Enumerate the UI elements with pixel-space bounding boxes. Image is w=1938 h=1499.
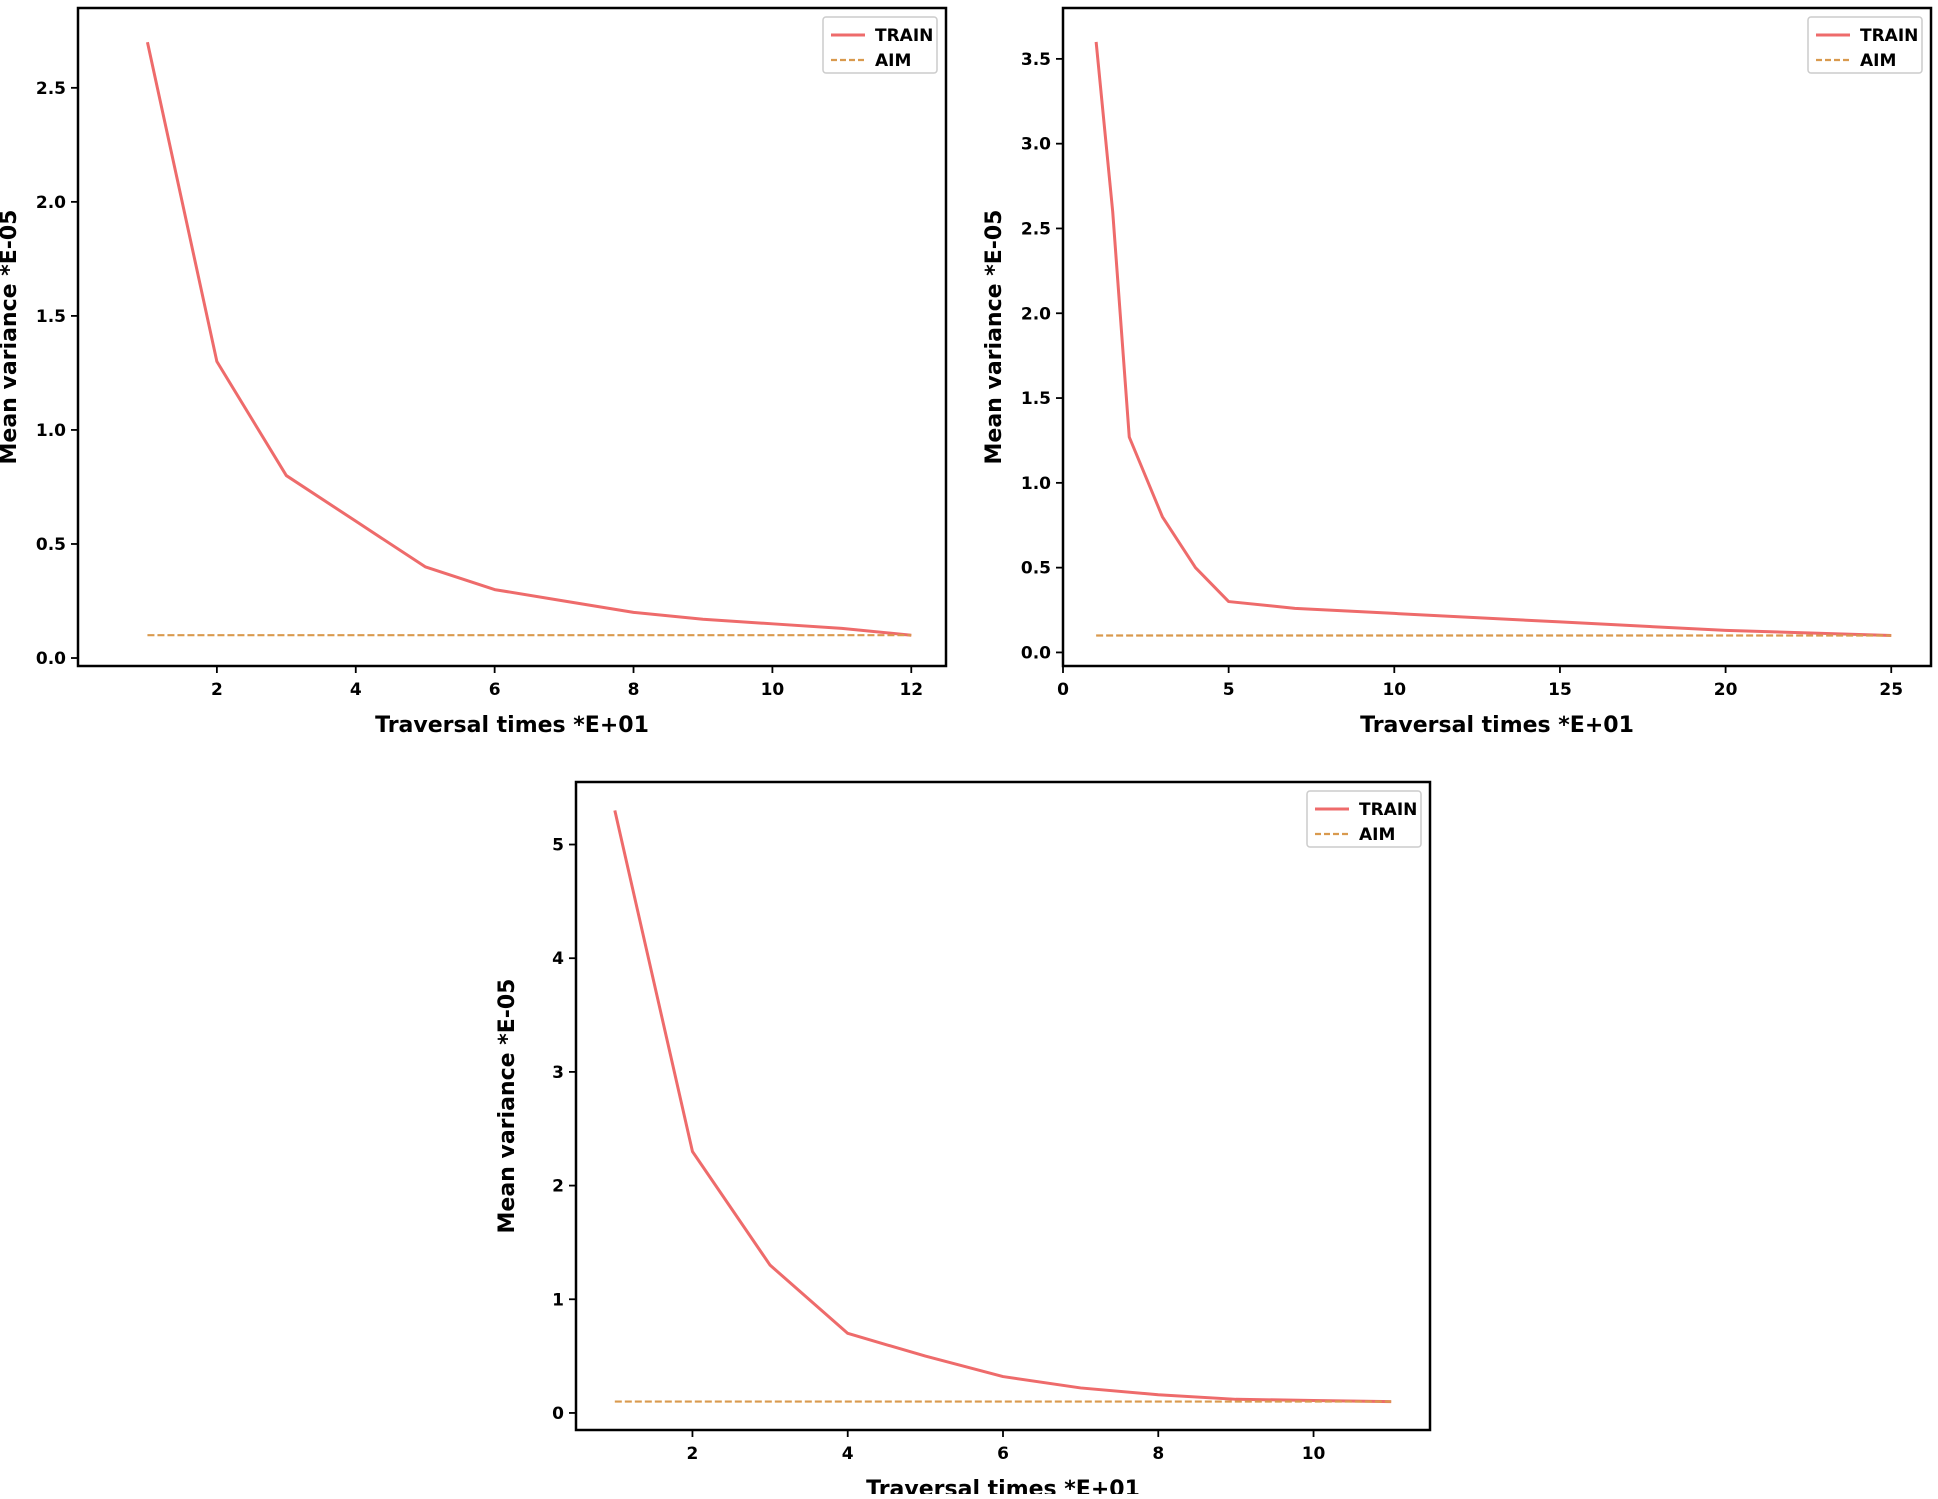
x-tick-label: 25 [1879,680,1903,700]
y-tick-label: 2.0 [1021,304,1051,324]
y-tick-label: 5 [552,836,564,856]
x-axis-label: Traversal times *E+01 [1360,713,1634,738]
y-tick-label: 2 [552,1177,564,1197]
axes-frame [1061,6,1933,668]
x-tick-label: 8 [1152,1444,1164,1464]
legend-label-train: TRAIN [1860,26,1918,46]
legend-label-aim: AIM [1359,825,1395,845]
x-axis-label: Traversal times *E+01 [866,1477,1140,1494]
series-line-train [1094,41,1892,637]
y-axis-label: Mean variance *E-05 [495,979,520,1234]
series-line-train [613,810,1392,1404]
legend: TRAIN AIM [1306,790,1422,848]
y-tick-label: 4 [552,949,564,969]
y-tick-label: 3.5 [1021,50,1051,70]
x-tick-label: 10 [1382,680,1406,700]
legend: TRAIN AIM [1807,16,1923,74]
legend: TRAIN AIM [822,16,938,74]
legend-label-aim: AIM [875,51,911,71]
x-tick-label: 2 [687,1444,699,1464]
y-tick-label: 1.5 [1021,389,1051,409]
legend-label-train: TRAIN [1359,800,1417,820]
subplot-1: 2 4 6 8 10 12 0.0 0.5 1.0 1.5 2.0 2.5 Traversal time… [0,6,948,738]
y-tick-label: 0.5 [36,535,66,555]
x-tick-label: 20 [1714,680,1738,700]
legend-label-aim: AIM [1860,51,1896,71]
y-tick-label: 1.5 [36,307,66,327]
x-tick-label: 0 [1057,680,1069,700]
x-tick-label: 4 [842,1444,854,1464]
subplot-3: 2 4 6 8 10 0 1 2 3 4 5 Traversal times *E+01 Mean va… [495,780,1432,1499]
y-axis-label: Mean variance *E-05 [982,210,1007,465]
y-tick-label: 3.0 [1021,135,1051,155]
x-axis-label: Traversal times *E+01 [375,713,649,738]
x-tick-label: 10 [761,680,785,700]
x-tick-label: 12 [899,680,923,700]
y-tick-label: 1 [552,1290,564,1310]
y-tick-label: 2.5 [1021,219,1051,239]
x-tick-label: 10 [1302,1444,1326,1464]
y-tick-label: 0.5 [1021,559,1051,579]
x-tick-label: 6 [997,1444,1009,1464]
x-tick-label: 8 [628,680,640,700]
x-tick-label: 15 [1548,680,1572,700]
y-tick-label: 1.0 [1021,474,1051,494]
series-line-train [145,41,912,637]
y-tick-label: 2.5 [36,79,66,99]
subplot-2: 0 5 10 15 20 25 0.0 0.5 1.0 1.5 2.0 2.5 3.0 3.5 Traver… [982,6,1933,738]
y-tick-label: 0.0 [36,649,66,669]
axes-frame [574,780,1432,1432]
x-tick-label: 4 [350,680,362,700]
x-tick-label: 6 [489,680,501,700]
y-tick-label: 0.0 [1021,643,1051,663]
y-tick-label: 0 [552,1404,564,1424]
axes-frame [76,6,948,668]
x-tick-label: 5 [1223,680,1235,700]
y-tick-label: 3 [552,1063,564,1083]
y-tick-label: 2.0 [36,193,66,213]
x-tick-label: 2 [211,680,223,700]
y-tick-label: 1.0 [36,421,66,441]
legend-label-train: TRAIN [875,26,933,46]
y-axis-label: Mean variance *E-05 [0,210,22,465]
